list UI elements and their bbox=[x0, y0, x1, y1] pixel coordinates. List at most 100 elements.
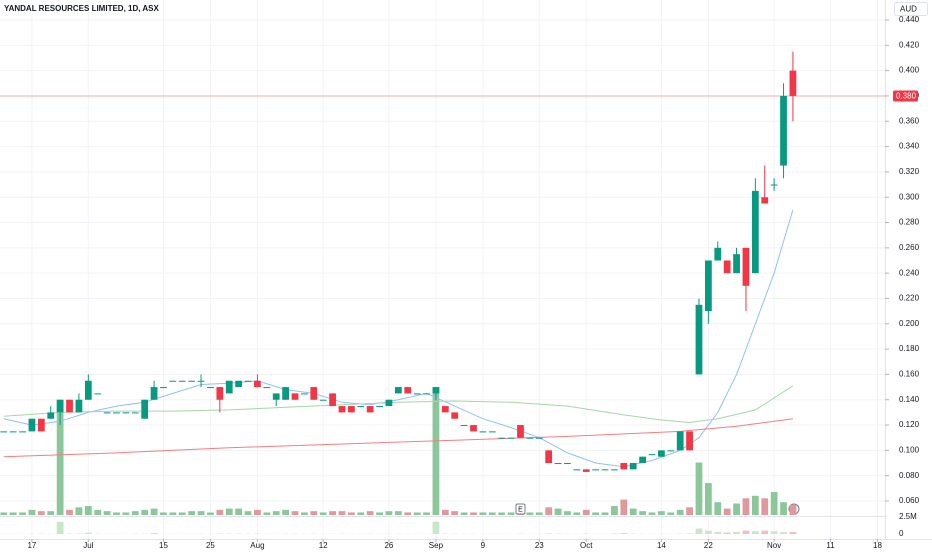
candle-body bbox=[649, 454, 656, 455]
y-tick-label: 0.060 bbox=[899, 496, 920, 505]
candle-body bbox=[357, 406, 364, 407]
volume-bar bbox=[169, 512, 176, 515]
candle-body bbox=[386, 400, 393, 406]
x-tick-label: 25 bbox=[206, 541, 215, 550]
candle-body bbox=[160, 387, 167, 388]
candle-body bbox=[592, 469, 599, 470]
volume-bar bbox=[357, 512, 364, 515]
candle-body bbox=[489, 431, 496, 432]
candle-body bbox=[301, 393, 308, 394]
candle-body bbox=[339, 406, 346, 412]
volume-bar bbox=[752, 496, 759, 515]
volume-bar bbox=[0, 512, 7, 515]
volume-bar bbox=[216, 510, 223, 515]
x-tick-label: 22 bbox=[704, 541, 713, 550]
volume-bar bbox=[423, 512, 430, 515]
volume-bar bbox=[19, 512, 26, 515]
candle-body bbox=[705, 261, 712, 312]
candle-body bbox=[198, 381, 205, 382]
volume-bar bbox=[667, 512, 674, 515]
volume-bar bbox=[592, 512, 599, 515]
candle-body bbox=[188, 381, 195, 382]
candle-body bbox=[526, 438, 533, 439]
x-tick-label: 12 bbox=[319, 541, 328, 550]
candle-body bbox=[423, 393, 430, 394]
lower-pane-bar bbox=[151, 533, 158, 534]
volume-bar bbox=[348, 512, 355, 515]
volume-bar bbox=[76, 507, 83, 515]
volume-bar bbox=[677, 510, 684, 515]
candle-body bbox=[433, 387, 440, 393]
candle-body bbox=[104, 412, 111, 413]
candle-body bbox=[132, 412, 139, 413]
volume-bar bbox=[489, 512, 496, 515]
candle-body bbox=[696, 305, 703, 375]
volume-bar bbox=[160, 512, 167, 515]
candle-body bbox=[0, 431, 7, 432]
y-tick-label: 0.300 bbox=[899, 192, 920, 201]
lower-pane-bar bbox=[620, 533, 627, 534]
lower-pane-bar bbox=[780, 532, 787, 534]
candle-body bbox=[724, 261, 731, 274]
candle-body bbox=[470, 425, 477, 431]
candle-body bbox=[480, 431, 487, 432]
volume-bar bbox=[226, 509, 233, 515]
volume-bar bbox=[85, 506, 92, 515]
volume-bar bbox=[207, 512, 214, 515]
candle-body bbox=[564, 463, 571, 464]
y-tick-label: 0.440 bbox=[899, 15, 920, 24]
volume-bar bbox=[724, 509, 731, 515]
volume-bar bbox=[461, 512, 468, 515]
volume-bar bbox=[179, 512, 186, 515]
x-tick-label: 26 bbox=[384, 541, 393, 550]
y-tick-label: 0.140 bbox=[899, 395, 920, 404]
volume-bar bbox=[132, 511, 139, 515]
lower-pane-bar bbox=[705, 531, 712, 534]
last-price-label: 0.380 bbox=[896, 92, 917, 101]
volume-bar bbox=[743, 498, 750, 515]
volume-bar bbox=[367, 511, 374, 515]
candle-body bbox=[733, 254, 740, 273]
y-tick-label: 0.320 bbox=[899, 167, 920, 176]
candle-body bbox=[151, 387, 158, 400]
candle-body bbox=[620, 463, 627, 469]
candle-body bbox=[245, 381, 252, 382]
y-tick-label: 0.220 bbox=[899, 294, 920, 303]
volume-bar bbox=[47, 511, 54, 515]
candle-body bbox=[658, 450, 665, 456]
volume-bar bbox=[442, 510, 449, 515]
lower-pane-bar bbox=[761, 531, 768, 534]
candle-body bbox=[667, 450, 674, 451]
candle-body bbox=[113, 412, 120, 413]
candle-body bbox=[752, 191, 759, 273]
candle-body bbox=[47, 412, 54, 418]
candle-body bbox=[263, 387, 270, 388]
candle-body bbox=[85, 381, 92, 400]
event-marker: E bbox=[518, 506, 523, 513]
candle-body bbox=[207, 387, 214, 388]
volume-bar bbox=[451, 511, 458, 515]
candle-body bbox=[169, 381, 176, 382]
x-tick-label: Sep bbox=[429, 541, 444, 550]
candle-body bbox=[395, 387, 402, 393]
volume-bar bbox=[273, 511, 280, 515]
candle-body bbox=[66, 400, 73, 413]
y-tick-label: 0.360 bbox=[899, 116, 920, 125]
lower-pane-tick-label: 0 bbox=[899, 529, 904, 538]
currency-label[interactable]: AUD bbox=[900, 5, 917, 14]
volume-bar bbox=[573, 512, 580, 515]
y-tick-label: 0.160 bbox=[899, 370, 920, 379]
volume-bar bbox=[395, 511, 402, 515]
candle-body bbox=[141, 400, 148, 419]
volume-bar bbox=[790, 505, 797, 515]
candle-body bbox=[573, 469, 580, 470]
y-tick-label: 0.240 bbox=[899, 268, 920, 277]
y-tick-label: 0.260 bbox=[899, 243, 920, 252]
candle-body bbox=[376, 406, 383, 407]
volume-bar bbox=[141, 510, 148, 515]
candle-body bbox=[292, 393, 299, 399]
lower-pane-bar bbox=[724, 533, 731, 534]
volume-bar bbox=[498, 512, 505, 515]
x-tick-label: Oct bbox=[580, 541, 593, 550]
